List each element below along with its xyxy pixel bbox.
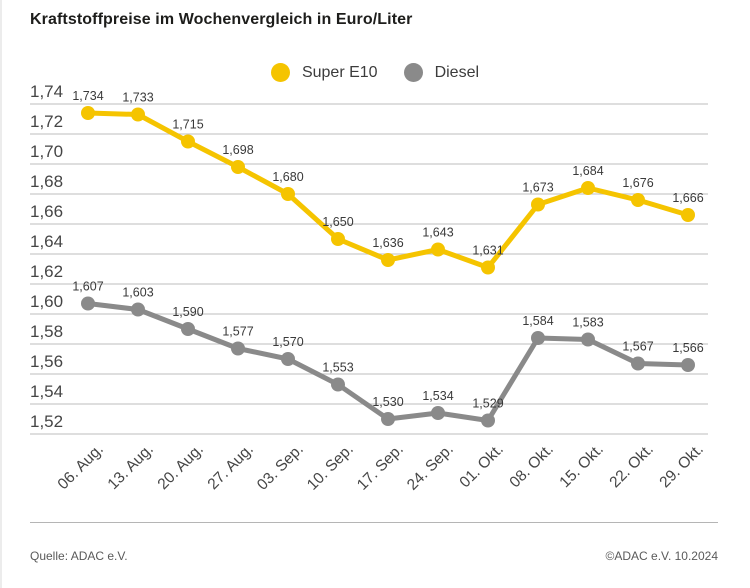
data-point-label: 1,680 — [272, 170, 303, 184]
data-point-label: 1,698 — [222, 143, 253, 157]
legend-item-diesel: Diesel — [403, 63, 480, 82]
data-point — [181, 322, 195, 336]
x-axis-tick-label: 27. Aug. — [205, 441, 257, 493]
x-axis-tick-label: 24. Sep. — [404, 441, 457, 494]
data-point — [581, 181, 595, 195]
data-point-label: 1,567 — [622, 340, 653, 354]
data-point-label: 1,631 — [472, 244, 503, 258]
data-point-label: 1,529 — [472, 397, 503, 411]
x-axis-tick-label: 29. Okt. — [656, 441, 706, 491]
data-point-label: 1,530 — [372, 395, 403, 409]
data-point — [231, 160, 245, 174]
x-axis-tick-label: 17. Sep. — [354, 441, 407, 494]
data-point-label: 1,590 — [172, 305, 203, 319]
y-axis-tick-label: 1,60 — [30, 292, 63, 311]
footer-divider — [30, 522, 718, 523]
data-point — [581, 332, 595, 347]
data-point — [431, 242, 445, 257]
y-axis-tick-label: 1,64 — [30, 232, 63, 251]
fuel-price-line-chart: 1,74 1,72 1,70 1,68 1,66 1,64 1,62 1,60 1,58 1,56… — [30, 82, 708, 494]
data-point — [381, 253, 395, 267]
data-point-label: 1,673 — [522, 181, 553, 195]
data-point — [181, 134, 195, 149]
data-point-label: 1,650 — [322, 215, 353, 229]
y-axis-tick-label: 1,70 — [30, 142, 63, 161]
data-point-label: 1,715 — [172, 118, 203, 132]
data-point — [481, 413, 495, 428]
page-left-edge — [0, 0, 2, 588]
data-point — [131, 302, 145, 317]
data-point-label: 1,584 — [522, 314, 553, 328]
chart-legend: Super E10 Diesel — [0, 63, 750, 82]
data-point — [231, 341, 245, 356]
legend-item-super-e10: Super E10 — [270, 63, 378, 82]
super-e10-dot-icon — [270, 63, 290, 82]
data-point — [281, 352, 295, 366]
data-point — [281, 187, 295, 201]
data-point-label: 1,676 — [622, 176, 653, 190]
data-point-label: 1,583 — [572, 316, 603, 330]
y-axis-tick-label: 1,66 — [30, 202, 63, 221]
y-axis-tick-label: 1,68 — [30, 172, 63, 191]
data-point — [481, 260, 495, 275]
chart-title: Kraftstoffpreise im Wochenvergleich in E… — [30, 11, 413, 28]
legend-label-diesel: Diesel — [434, 63, 480, 81]
data-point — [531, 331, 545, 345]
data-point — [131, 107, 145, 122]
data-point-label: 1,607 — [72, 280, 103, 294]
data-point-label: 1,570 — [272, 335, 303, 349]
x-axis-tick-label: 13. Aug. — [105, 441, 157, 493]
data-point — [431, 406, 445, 420]
data-point-label: 1,603 — [122, 286, 153, 300]
data-point-label: 1,534 — [422, 389, 453, 403]
x-axis-tick-label: 22. Okt. — [606, 441, 656, 491]
x-axis-tick-label: 01. Okt. — [456, 441, 506, 491]
y-axis-tick-label: 1,72 — [30, 112, 63, 131]
data-point-label: 1,734 — [72, 89, 103, 103]
data-point-label: 1,643 — [422, 226, 453, 240]
copyright-note: ©ADAC e.V. 10.2024 — [605, 549, 718, 563]
data-point — [681, 358, 695, 372]
diesel-dot-icon — [403, 63, 423, 82]
x-axis-tick-label: 10. Sep. — [304, 441, 357, 494]
source-note: Quelle: ADAC e.V. — [30, 549, 128, 563]
y-axis-tick-label: 1,56 — [30, 352, 63, 371]
y-axis-tick-label: 1,62 — [30, 262, 63, 281]
data-point-label: 1,577 — [222, 325, 253, 339]
data-point-label: 1,684 — [572, 164, 603, 178]
x-axis-tick-label: 03. Sep. — [254, 441, 307, 494]
data-point-label: 1,566 — [672, 341, 703, 355]
data-point — [631, 193, 645, 207]
data-point-label: 1,666 — [672, 191, 703, 205]
data-point — [81, 106, 95, 120]
data-point — [381, 412, 395, 426]
y-axis-tick-label: 1,54 — [30, 382, 63, 401]
data-point — [531, 197, 545, 212]
data-point — [331, 232, 345, 246]
data-point — [681, 208, 695, 222]
x-axis-tick-label: 20. Aug. — [155, 441, 207, 493]
legend-label-super-e10: Super E10 — [301, 63, 378, 81]
y-axis-tick-label: 1,74 — [30, 82, 63, 101]
data-point-label: 1,553 — [322, 361, 353, 375]
y-axis-tick-label: 1,58 — [30, 322, 63, 341]
data-point-label: 1,733 — [122, 91, 153, 105]
y-axis-tick-label: 1,52 — [30, 412, 63, 431]
data-point-label: 1,636 — [372, 236, 403, 250]
data-point — [331, 377, 345, 392]
x-axis-tick-label: 06. Aug. — [55, 441, 107, 493]
x-axis-tick-label: 15. Okt. — [556, 441, 606, 491]
x-axis-tick-label: 08. Okt. — [506, 441, 556, 491]
data-point — [81, 296, 95, 311]
data-point — [631, 356, 645, 371]
footer: Quelle: ADAC e.V. ©ADAC e.V. 10.2024 — [30, 549, 718, 563]
